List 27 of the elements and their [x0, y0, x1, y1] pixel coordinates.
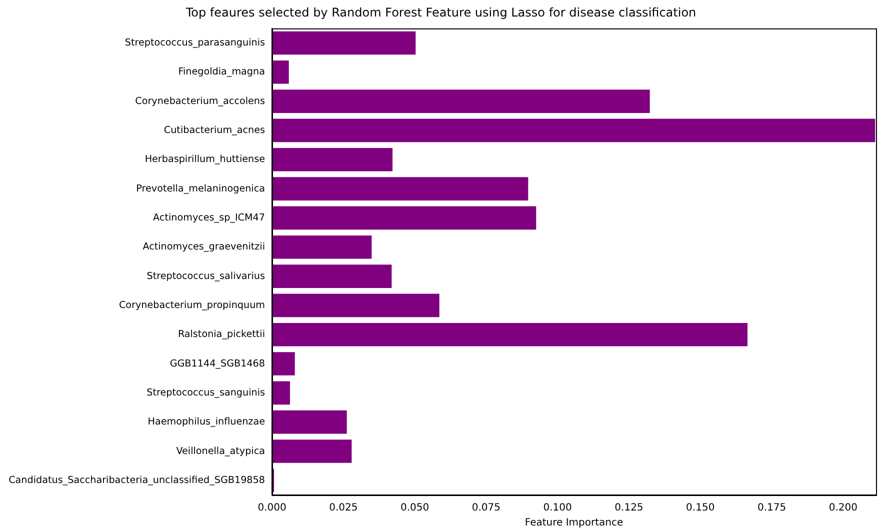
y-tick-label: Corynebacterium_accolens — [135, 96, 265, 107]
x-tick-label: 0.125 — [614, 502, 644, 514]
x-axis-title: Feature Importance — [524, 518, 624, 529]
y-tick-label: GGB1144_SGB1468 — [170, 358, 265, 370]
y-tick-label: Candidatus_Saccharibacteria_unclassified_SGB19858 — [8, 474, 265, 486]
x-tick-label: 0.200 — [828, 502, 858, 514]
y-tick-label: Veillonella_atypica — [176, 446, 265, 457]
y-tick-label: Ralstonia_pickettii — [178, 329, 265, 340]
y-tick-label: Streptococcus_sanguinis — [146, 387, 265, 398]
x-tick-label: 0.100 — [543, 502, 572, 514]
y-tick-label: Haemophilus_influenzae — [148, 416, 266, 428]
y-tick-label: Streptococcus_salivarius — [146, 270, 265, 282]
y-tick-label: Cutibacterium_acnes — [164, 124, 265, 136]
y-tick-label: Streptococcus_parasanguinis — [124, 37, 265, 48]
chart-title: Top feaures selected by Random Forest Feature using Lasso for disease classification — [184, 5, 696, 20]
x-tick-label: 0.150 — [686, 502, 715, 514]
y-tick-label: Finegoldia_magna — [178, 66, 265, 78]
x-tick-label: 0.175 — [757, 502, 786, 514]
y-tick-label: Actinomyces_sp_ICM47 — [153, 212, 265, 224]
x-tick-label: 0.050 — [400, 502, 430, 514]
y-tick-label: Prevotella_melaninogenica — [136, 183, 265, 194]
x-tick-label: 0.000 — [258, 502, 286, 514]
y-tick-label: Actinomyces_graevenitzii — [142, 242, 265, 253]
y-tick-label: Corynebacterium_propinquum — [118, 300, 265, 311]
y-tick-label: Herbaspirillum_huttiense — [144, 154, 266, 166]
x-tick-label: 0.025 — [329, 502, 358, 514]
x-tick-label: 0.075 — [472, 502, 501, 514]
